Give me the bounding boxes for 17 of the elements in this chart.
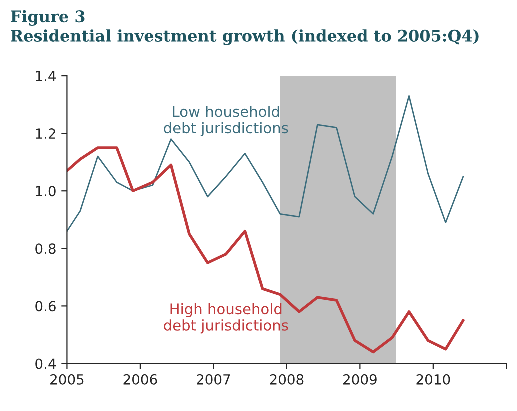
- x-tick-label: 2007: [197, 374, 230, 385]
- x-tick-label: 2010: [416, 374, 450, 385]
- line-series: [67, 95, 464, 232]
- x-tick-label: 2006: [124, 374, 158, 385]
- y-tick-label: 0.8: [36, 244, 56, 254]
- line-series: [67, 146, 465, 354]
- y-tick-label: 1.2: [36, 128, 56, 139]
- y-tick-label: 1.0: [36, 186, 56, 197]
- series-label: High household debt jurisdictions: [164, 303, 288, 334]
- x-tick-label: 2008: [270, 374, 304, 385]
- chart-title: Figure 3 Residential investment growth (indexed to 2005:Q4): [11, 10, 479, 46]
- x-tick-label: 2009: [344, 374, 377, 385]
- y-tick-label: 1.4: [36, 71, 56, 82]
- y-tick-label: 0.4: [36, 358, 56, 370]
- series-label: Low household debt jurisdictions: [164, 106, 288, 136]
- x-tick-label: 2005: [50, 374, 84, 385]
- y-tick-label: 0.6: [36, 301, 56, 312]
